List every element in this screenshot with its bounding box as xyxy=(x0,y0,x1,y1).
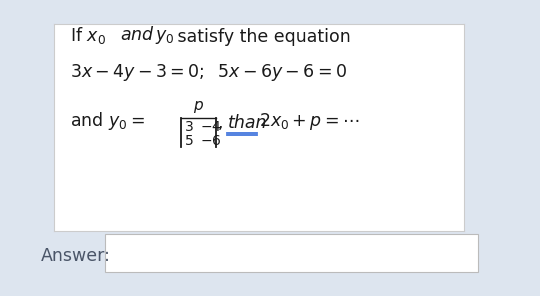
Text: $3x - 4y - 3 = 0;\;\; 5x - 6y - 6 = 0$: $3x - 4y - 3 = 0;\;\; 5x - 6y - 6 = 0$ xyxy=(70,62,347,83)
Text: than: than xyxy=(228,114,267,132)
Text: $3$: $3$ xyxy=(184,120,194,134)
Text: and $y_0 = $: and $y_0 = $ xyxy=(70,110,145,132)
Text: If $x_0$: If $x_0$ xyxy=(70,25,107,46)
Text: $5$: $5$ xyxy=(184,134,194,148)
Text: $p$: $p$ xyxy=(193,99,204,115)
Text: $-4$: $-4$ xyxy=(200,120,221,134)
Text: Answer:: Answer: xyxy=(40,247,110,265)
Text: ,: , xyxy=(218,114,223,132)
Text: $2x_0 + p = \cdots$: $2x_0 + p = \cdots$ xyxy=(259,111,359,132)
Text: $\mathit{and\,y_0}$: $\mathit{and\,y_0}$ xyxy=(120,24,174,46)
Text: $-6$: $-6$ xyxy=(200,134,221,148)
Text: satisfy the equation: satisfy the equation xyxy=(172,28,350,46)
